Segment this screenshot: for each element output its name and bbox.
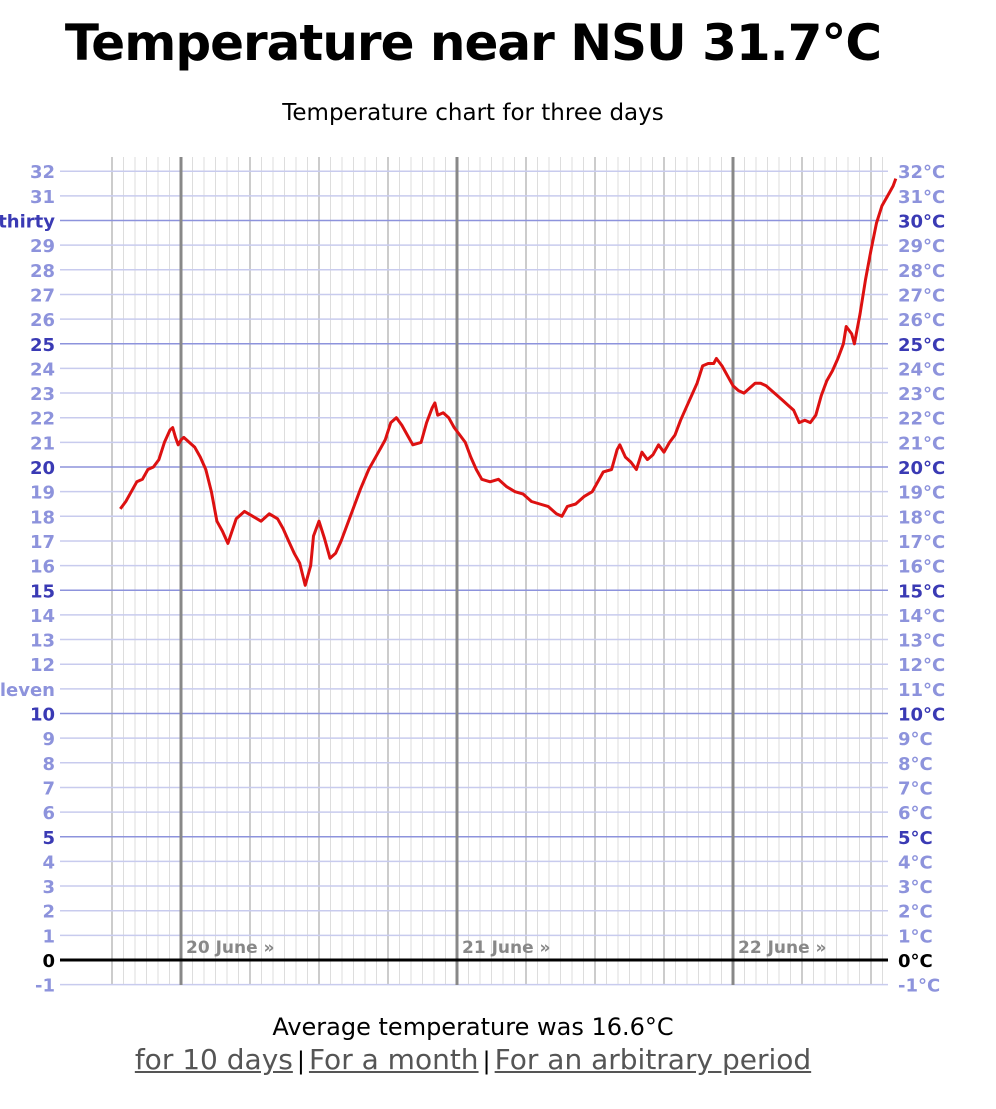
y-tick-label-left: 32 [30,162,55,183]
y-tick-label-left: 4 [42,852,55,873]
temperature-series-line [119,178,898,587]
y-axis-right: 32°C 31°C 30°C 29°C 28°C 27°C 26°C 25°C 24°C 23°C… [898,162,945,996]
y-tick-label-right: 8°C [898,754,933,775]
y-tick-label-right: 22°C [898,409,945,430]
y-tick-label-left: 14 [30,606,55,627]
y-axis-left: 3231thirty292827262524232221201918171615… [0,162,55,996]
average-value: 16.6°C [591,1013,674,1041]
y-tick-label-right: -1°C [898,976,940,997]
y-tick-label-right: 19°C [898,483,945,504]
y-tick-label-right: 3°C [898,877,933,898]
y-tick-label-left: 0 [42,951,55,972]
y-tick-label-left: 21 [30,433,55,454]
y-tick-label-right: 28°C [898,261,945,282]
y-tick-label-right: 10°C [898,705,945,726]
y-tick-label-left: 17 [30,532,55,553]
y-tick-label-right: 31°C [898,187,945,208]
y-tick-label-right: 29°C [898,236,945,257]
average-prefix: Average temperature was [272,1013,592,1041]
y-tick-label-left: eleven [0,680,55,701]
y-tick-label-left: 19 [30,483,55,504]
y-tick-label-left: 28 [30,261,55,282]
y-tick-label-right: 25°C [898,335,945,356]
y-tick-label-right: 15°C [898,581,945,602]
link-month[interactable]: For a month [308,1043,479,1076]
y-tick-label-right: 2°C [898,902,933,923]
y-tick-label-left: 24 [30,359,55,380]
y-tick-label-left: 8 [42,754,55,775]
y-tick-label-right: 11°C [898,680,945,701]
y-tick-label-left: 22 [30,409,55,430]
y-tick-label-right: 27°C [898,285,945,306]
y-tick-label-right: 20°C [898,458,945,479]
average-temperature: Average temperature was 16.6°C [0,1013,946,1041]
day-label: 22 June » [738,938,827,958]
y-tick-label-left: 26 [30,310,55,331]
y-tick-label-left: 9 [42,729,55,750]
page-title: Temperature near NSU 31.7°C [64,14,882,72]
separator: | [296,1047,305,1075]
y-tick-label-left: 5 [42,828,55,849]
y-tick-label-right: 16°C [898,557,945,578]
y-tick-label-right: 13°C [898,631,945,652]
separator: | [482,1047,491,1075]
y-tick-label-right: 9°C [898,729,933,750]
major-gridlines [60,219,888,961]
y-tick-label-left: 12 [30,655,55,676]
y-tick-label-right: 30°C [898,212,945,233]
day-label: 21 June » [462,938,551,958]
y-tick-label-left: 3 [42,877,55,898]
y-tick-label-left: 27 [30,285,55,306]
y-tick-label-right: 18°C [898,507,945,528]
y-tick-label-left: 23 [30,384,55,405]
y-tick-label-left: 7 [42,778,55,799]
period-links: for 10 days | For a month | For an arbitrary… [0,1043,946,1076]
y-tick-label-left: 1 [42,926,55,947]
y-tick-label-left: 6 [42,803,55,824]
y-tick-label-left: 16 [30,557,55,578]
y-tick-label-left: 2 [42,902,55,923]
y-tick-label-left: 31 [30,187,55,208]
y-tick-label-right: 26°C [898,310,945,331]
y-tick-label-left: 13 [30,631,55,652]
y-tick-label-left: 29 [30,236,55,257]
y-tick-label-right: 5°C [898,828,933,849]
link-10-days[interactable]: for 10 days [134,1043,293,1076]
y-tick-label-right: 23°C [898,384,945,405]
link-arbitrary-period[interactable]: For an arbitrary period [494,1043,812,1076]
day-label: 20 June » [186,938,275,958]
day-labels: 20 June » 21 June » 22 June » [186,938,827,958]
y-tick-label-right: 14°C [898,606,945,627]
minor-gridlines [60,157,888,986]
y-tick-label-right: 17°C [898,532,945,553]
y-tick-label-left: 15 [30,581,55,602]
footer: Average temperature was 16.6°C for 10 da… [0,1013,946,1076]
y-tick-label-right: 21°C [898,433,945,454]
y-tick-label-left: -1 [35,976,55,997]
temperature-chart: 3231thirty292827262524232221201918171615… [0,157,945,997]
y-tick-label-right: 1°C [898,926,933,947]
y-tick-label-left: 20 [30,458,55,479]
day-separators [179,157,735,985]
y-tick-label-right: 7°C [898,778,933,799]
y-tick-label-right: 12°C [898,655,945,676]
y-tick-label-right: 6°C [898,803,933,824]
y-tick-label-right: 0°C [898,951,933,972]
y-tick-label-right: 32°C [898,162,945,183]
y-tick-label-right: 4°C [898,852,933,873]
y-tick-label-right: 24°C [898,359,945,380]
y-tick-label-left: thirty [0,212,55,233]
page-subtitle: Temperature chart for three days [282,100,664,126]
y-tick-label-left: 10 [30,705,55,726]
y-tick-label-left: 18 [30,507,55,528]
y-tick-label-left: 25 [30,335,55,356]
